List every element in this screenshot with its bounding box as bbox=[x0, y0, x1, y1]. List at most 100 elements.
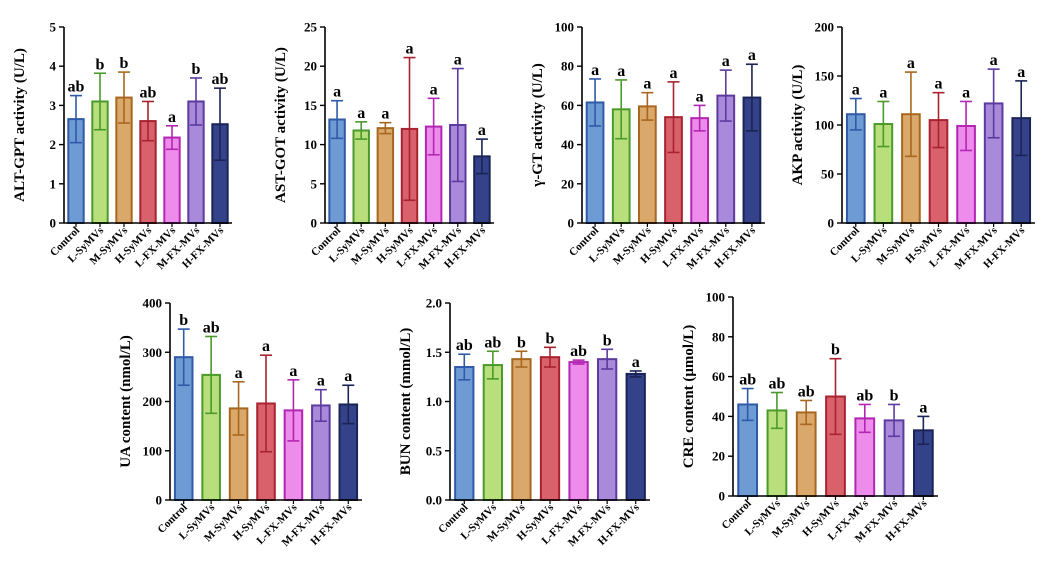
y-tick-label: 4 bbox=[50, 59, 57, 74]
y-tick-label: 0.0 bbox=[426, 493, 442, 508]
chart-panel: a aaaaaa050100150200ControlL-SyMVsM-SyMVs… bbox=[790, 20, 1035, 272]
significance-letter: a bbox=[289, 363, 297, 380]
y-tick-label: 200 bbox=[815, 20, 835, 35]
y-tick-label: 20 bbox=[561, 176, 574, 191]
y-tick-label: 40 bbox=[561, 137, 574, 152]
y-tick-label: 1.5 bbox=[426, 345, 443, 360]
y-tick-label: 1.0 bbox=[426, 394, 442, 409]
y-tick-label: 2 bbox=[50, 137, 57, 152]
y-tick-label: 100 bbox=[555, 20, 575, 35]
significance-letter: a bbox=[632, 354, 640, 371]
significance-letter: a bbox=[879, 84, 887, 101]
bar bbox=[539, 356, 561, 501]
y-axis-title: CRE content (μmol/L) bbox=[681, 325, 697, 469]
significance-letter: b bbox=[120, 55, 129, 72]
y-tick-label: 40 bbox=[712, 409, 725, 424]
significance-letter: ab bbox=[484, 334, 501, 351]
y-tick-label: 0.5 bbox=[426, 443, 443, 458]
significance-letter: a bbox=[990, 52, 998, 69]
y-tick-label: 80 bbox=[712, 329, 725, 344]
y-axis-title: AKP activity (U/L) bbox=[790, 65, 806, 186]
significance-letter: b bbox=[192, 61, 201, 78]
significance-letter: a bbox=[317, 373, 325, 390]
y-axis-title: AST-GOT activity (U/L) bbox=[273, 47, 289, 203]
significance-letter: a bbox=[852, 82, 860, 99]
y-tick-label: 0 bbox=[311, 216, 318, 231]
significance-letter: a bbox=[935, 76, 943, 93]
significance-letter: ab bbox=[212, 71, 229, 88]
significance-letter: b bbox=[831, 342, 840, 359]
y-tick-label: 0 bbox=[828, 216, 835, 231]
y-tick-label: 10 bbox=[304, 137, 317, 152]
y-tick-label: 400 bbox=[143, 296, 163, 311]
significance-letter: a bbox=[344, 368, 352, 385]
y-axis-title: ALT-GPT activity (U/L) bbox=[12, 48, 28, 202]
significance-letter: ab bbox=[768, 376, 785, 393]
y-tick-label: 20 bbox=[304, 59, 317, 74]
significance-letter: a bbox=[262, 338, 270, 355]
significance-letter: a bbox=[591, 62, 599, 79]
bar bbox=[625, 372, 646, 502]
y-tick-label: 150 bbox=[815, 69, 835, 84]
significance-letter: a bbox=[168, 109, 176, 126]
y-tick-label: 60 bbox=[561, 98, 574, 113]
chart-panel: ab ab b babba0.00.51.01.52.0ControlL-SyMVsM… bbox=[398, 296, 650, 549]
y-tick-label: 100 bbox=[706, 290, 726, 305]
bar bbox=[454, 366, 475, 501]
bar bbox=[482, 364, 504, 501]
y-tick-label: 0 bbox=[50, 216, 57, 231]
y-tick-label: 25 bbox=[304, 20, 318, 35]
y-tick-label: 300 bbox=[143, 345, 163, 360]
bar bbox=[597, 358, 618, 501]
y-tick-label: 100 bbox=[815, 118, 835, 133]
y-tick-label: 20 bbox=[712, 449, 725, 464]
bar bbox=[376, 127, 395, 224]
y-axis-title: γ-GT activity (U/L) bbox=[530, 63, 546, 187]
bar bbox=[637, 105, 657, 224]
significance-letter: ab bbox=[739, 372, 756, 389]
y-tick-label: 1 bbox=[50, 176, 57, 191]
y-tick-label: 5 bbox=[50, 20, 57, 35]
y-tick-label: 0 bbox=[156, 493, 163, 508]
bar bbox=[568, 361, 589, 501]
significance-letter: a bbox=[696, 88, 704, 105]
bar bbox=[690, 117, 710, 224]
significance-letter: a bbox=[478, 122, 486, 139]
chart-panel: abb bababab012345ControlL-SyMVsM-SyMVsH-S… bbox=[12, 20, 232, 272]
y-tick-label: 3 bbox=[50, 98, 57, 113]
significance-letter: a bbox=[748, 47, 756, 64]
y-axis-title: UA content (nmol/L) bbox=[118, 335, 134, 468]
significance-letter: b bbox=[546, 330, 555, 347]
significance-letter: ab bbox=[856, 387, 873, 404]
significance-letter: a bbox=[643, 76, 651, 93]
bar bbox=[352, 129, 370, 225]
y-tick-label: 200 bbox=[143, 394, 163, 409]
significance-letter: b bbox=[179, 312, 188, 329]
significance-letter: a bbox=[722, 53, 730, 70]
significance-letter: a bbox=[617, 63, 625, 80]
y-tick-label: 15 bbox=[304, 98, 318, 113]
significance-letter: a bbox=[333, 84, 341, 101]
y-tick-label: 5 bbox=[311, 176, 318, 191]
y-tick-label: 100 bbox=[143, 443, 163, 458]
chart-panel: aa aaaaa0510152025ControlL-SyMVsM-SyMVsH-… bbox=[273, 20, 494, 272]
y-tick-label: 2.0 bbox=[426, 296, 442, 311]
significance-letter: a bbox=[1017, 64, 1025, 81]
bar bbox=[163, 136, 181, 225]
significance-letter: a bbox=[406, 41, 414, 58]
significance-letter: b bbox=[96, 56, 105, 73]
significance-letter: b bbox=[517, 334, 526, 351]
significance-letter: a bbox=[430, 81, 438, 98]
significance-letter: a bbox=[919, 399, 927, 416]
significance-letter: ab bbox=[203, 319, 220, 336]
significance-letter: b bbox=[890, 387, 899, 404]
significance-letter: a bbox=[235, 365, 243, 382]
y-tick-label: 0 bbox=[719, 489, 726, 504]
y-tick-label: 0 bbox=[568, 216, 575, 231]
significance-letter: ab bbox=[570, 343, 587, 360]
y-axis-title: BUN content (mmol/L) bbox=[398, 328, 414, 475]
significance-letter: a bbox=[962, 84, 970, 101]
